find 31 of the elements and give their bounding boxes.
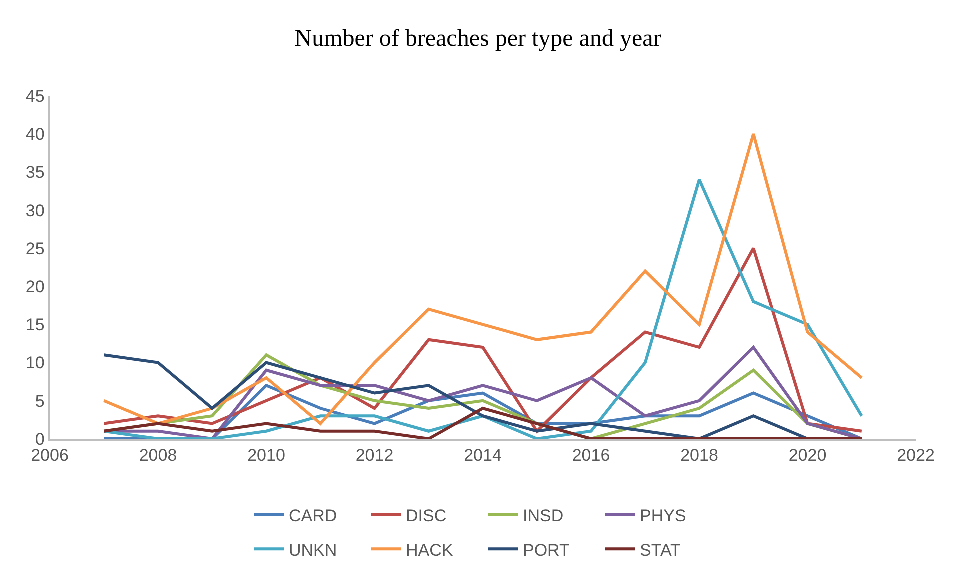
legend-label: CARD bbox=[289, 506, 338, 526]
y-tick-label: 0 bbox=[35, 430, 45, 449]
x-tick-label: 2014 bbox=[464, 446, 502, 466]
y-tick-label: 15 bbox=[26, 316, 45, 335]
x-tick-label: 2020 bbox=[788, 446, 827, 466]
x-tick-label: 2012 bbox=[356, 446, 394, 466]
x-tick-label: 2022 bbox=[897, 446, 935, 466]
x-tick-label: 2016 bbox=[572, 446, 610, 466]
y-tick-label: 5 bbox=[35, 392, 45, 411]
legend-label: PHYS bbox=[640, 506, 686, 526]
y-tick-label: 35 bbox=[26, 163, 45, 182]
y-tick-label: 25 bbox=[26, 239, 45, 258]
x-tick-label: 2006 bbox=[31, 446, 69, 466]
chart-title: Number of breaches per type and year bbox=[294, 26, 662, 52]
legend-label: INSD bbox=[523, 506, 564, 526]
y-tick-label: 45 bbox=[26, 86, 45, 106]
legend-label: DISC bbox=[406, 506, 447, 526]
y-tick-label: 10 bbox=[26, 354, 45, 373]
line-series bbox=[102, 407, 864, 439]
legend-label: HACK bbox=[406, 540, 454, 560]
y-tick-label: 40 bbox=[26, 125, 45, 144]
legend-label: PORT bbox=[523, 540, 570, 560]
line-series bbox=[102, 132, 864, 426]
legend-label: STAT bbox=[640, 540, 681, 560]
x-tick-label: 2008 bbox=[139, 446, 178, 466]
y-tick-label: 20 bbox=[26, 278, 45, 297]
x-tick-label: 2010 bbox=[248, 446, 286, 466]
x-tick-label: 2018 bbox=[680, 446, 718, 466]
y-tick-label: 30 bbox=[26, 201, 45, 220]
legend-label: UNKN bbox=[289, 540, 338, 560]
line-series bbox=[102, 178, 864, 439]
